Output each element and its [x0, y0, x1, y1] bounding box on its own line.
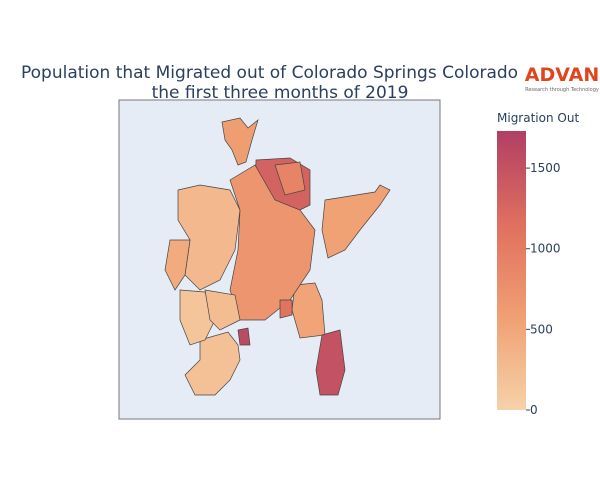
colorbar-tick-label: 0 [530, 403, 538, 417]
region [204, 289, 241, 331]
region [184, 331, 241, 396]
colorbar [497, 131, 526, 410]
colorbar-title: Migration Out [497, 111, 579, 125]
region [221, 117, 259, 166]
title-line: Population that Migrated out of Colorado… [21, 63, 539, 83]
region [237, 327, 251, 346]
region [321, 184, 391, 259]
region [315, 329, 346, 396]
logo-tagline: Research through Technology [525, 87, 599, 93]
colorbar-tick-label: 1000 [530, 242, 561, 256]
region [177, 184, 241, 291]
logo-name: ADVAN [525, 64, 600, 86]
logo-bg [524, 62, 600, 94]
region [164, 239, 191, 291]
colorbar-tick-label: 500 [530, 322, 553, 336]
region [274, 161, 306, 196]
colorbar-tick-label: 1500 [530, 161, 561, 175]
region [279, 299, 293, 319]
title-line: the first three months of 2019 [152, 83, 409, 103]
